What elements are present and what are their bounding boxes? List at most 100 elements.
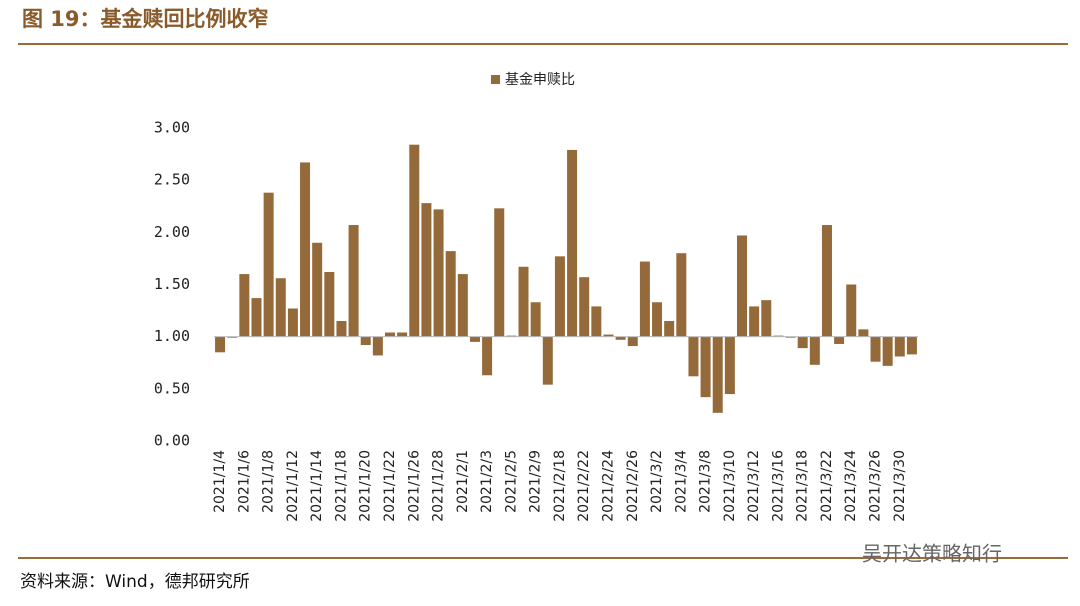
x-tick-label: 2021/1/28 <box>431 450 447 522</box>
bar <box>834 336 845 344</box>
bar <box>761 300 772 337</box>
bar <box>579 277 590 337</box>
bar <box>712 336 723 413</box>
bar <box>482 336 493 376</box>
bar <box>627 336 638 347</box>
bar <box>554 256 565 337</box>
bar <box>506 335 517 337</box>
bar <box>797 336 808 349</box>
bar <box>846 284 857 337</box>
y-tick-label: 3.00 <box>154 119 190 137</box>
y-tick-label: 2.00 <box>154 223 190 241</box>
x-tick-label: 2021/2/3 <box>479 450 495 513</box>
bar <box>445 251 456 337</box>
bar <box>457 274 468 337</box>
x-tick-label: 2021/2/26 <box>625 450 641 522</box>
bar <box>239 274 250 337</box>
bar <box>518 266 529 337</box>
bar <box>688 336 699 377</box>
bar <box>336 321 347 337</box>
x-tick-label: 2021/2/22 <box>576 450 592 522</box>
bar <box>287 308 298 337</box>
bar <box>360 336 371 346</box>
x-tick-label: 2021/3/30 <box>892 450 908 522</box>
y-tick-label: 1.00 <box>154 327 190 345</box>
x-tick-label: 2021/3/2 <box>649 450 665 513</box>
y-tick-label: 0.00 <box>154 432 190 450</box>
legend-swatch <box>491 75 500 84</box>
x-tick-label: 2021/2/24 <box>600 450 616 522</box>
x-tick-label: 2021/1/4 <box>212 450 228 513</box>
x-tick-label: 2021/1/6 <box>236 450 252 513</box>
source: 资料来源：Wind，德邦研究所 <box>20 572 250 592</box>
x-tick-label: 2021/1/18 <box>333 450 349 522</box>
x-tick-label: 2021/2/9 <box>528 450 544 513</box>
bar <box>603 334 614 337</box>
bar <box>870 336 881 362</box>
y-tick-label: 2.50 <box>154 171 190 189</box>
bar <box>809 336 820 365</box>
x-tick-label: 2021/3/8 <box>698 450 714 513</box>
x-tick-label: 2021/1/8 <box>261 450 277 513</box>
bar <box>348 225 359 337</box>
bar <box>749 306 760 337</box>
x-tick-label: 2021/3/18 <box>795 450 811 522</box>
bar <box>275 278 286 337</box>
bar <box>639 261 650 337</box>
title: 图 19：基金赎回比例收窄 <box>22 7 269 31</box>
bar <box>664 321 675 337</box>
bar <box>385 332 395 337</box>
bar <box>251 298 262 337</box>
watermark: 吴开达策略知行 <box>862 542 1002 566</box>
x-tick-label: 2021/3/22 <box>819 450 835 522</box>
bar <box>652 302 663 337</box>
bar <box>567 149 578 337</box>
bar <box>421 203 432 337</box>
bar <box>676 253 687 337</box>
x-tick-label: 2021/3/16 <box>770 450 786 522</box>
x-tick-label: 2021/3/4 <box>673 450 689 513</box>
bar <box>773 335 784 337</box>
bar <box>494 208 505 337</box>
bar <box>397 332 408 337</box>
bar <box>615 336 626 340</box>
bar <box>530 302 541 337</box>
x-tick-label: 2021/2/5 <box>503 450 519 513</box>
x-tick-label: 2021/3/24 <box>843 450 859 522</box>
y-tick-label: 0.50 <box>154 379 190 397</box>
bar <box>724 336 735 395</box>
y-tick-label: 1.50 <box>154 275 190 293</box>
bar <box>372 336 383 356</box>
x-tick-label: 2021/1/12 <box>285 450 301 522</box>
bar <box>469 336 480 342</box>
bar <box>227 336 238 338</box>
x-tick-label: 2021/3/10 <box>722 450 738 522</box>
bar <box>409 144 420 337</box>
bar <box>263 192 274 337</box>
bar <box>737 235 747 337</box>
x-tick-label: 2021/3/12 <box>746 450 762 522</box>
bar <box>700 336 711 398</box>
x-tick-label: 2021/1/20 <box>358 450 374 522</box>
bar <box>785 336 796 338</box>
x-tick-label: 2021/1/26 <box>406 450 422 522</box>
x-tick-label: 2021/1/14 <box>309 450 325 522</box>
bar <box>591 306 602 337</box>
x-tick-label: 2021/2/1 <box>455 450 471 513</box>
bar <box>542 336 553 385</box>
bar <box>300 162 311 337</box>
x-tick-label: 2021/2/18 <box>552 450 568 522</box>
legend-label: 基金申赎比 <box>505 71 575 88</box>
bar <box>906 336 917 355</box>
bar <box>821 225 832 337</box>
bar <box>312 242 323 337</box>
x-tick-label: 2021/3/26 <box>868 450 884 522</box>
bar <box>882 336 893 366</box>
bar <box>894 336 905 357</box>
bar <box>215 336 226 353</box>
bar <box>433 209 444 337</box>
x-tick-label: 2021/1/22 <box>382 450 398 522</box>
bar <box>858 329 869 337</box>
bar <box>324 271 335 337</box>
